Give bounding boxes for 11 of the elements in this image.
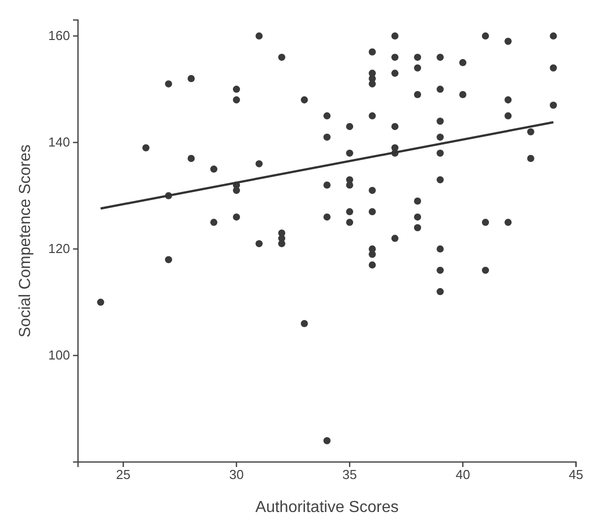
y-axis-title: Social Competence Scores — [17, 144, 34, 338]
y-tick-label: 140 — [48, 134, 70, 150]
x-axis-title: Authoritative Scores — [255, 499, 399, 516]
y-tick-label: 160 — [48, 28, 70, 44]
y-tick-label: 120 — [48, 241, 70, 256]
x-tick-label: 40 — [456, 467, 470, 482]
x-tick-label: 25 — [116, 467, 131, 482]
x-tick-label: 45 — [568, 467, 584, 482]
x-tick-label: 30 — [229, 467, 244, 482]
y-tick-label: 100 — [48, 348, 70, 363]
x-tick-label: 35 — [342, 467, 357, 482]
